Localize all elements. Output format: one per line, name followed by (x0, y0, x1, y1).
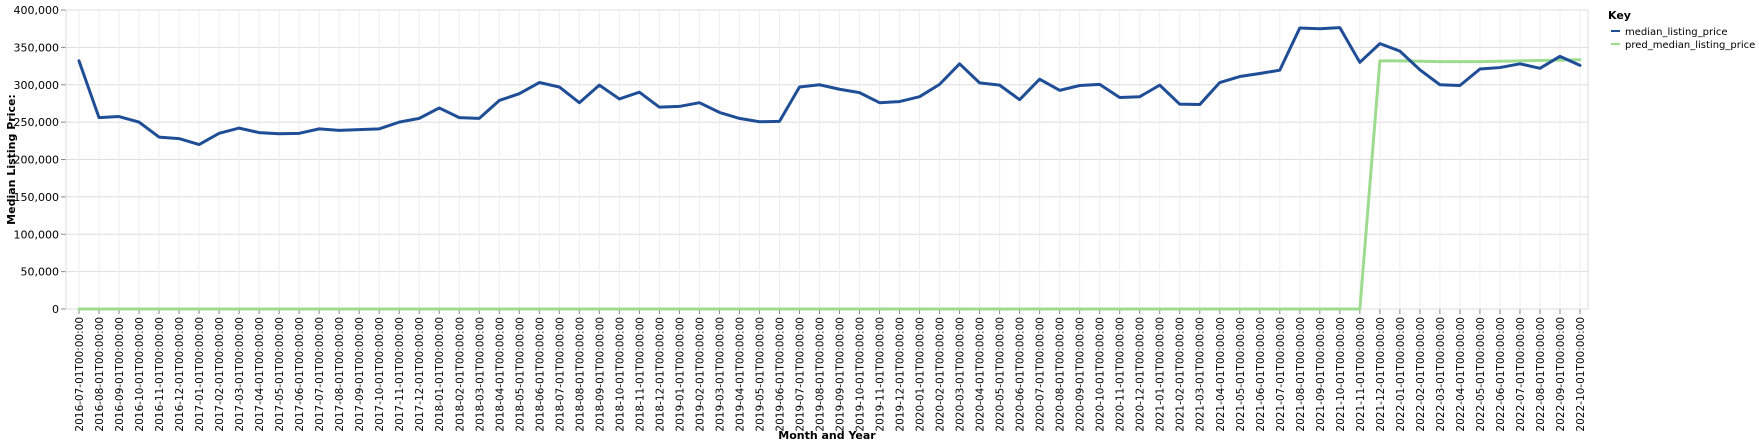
x-tick-label: 2018-04-01T00:00:00 (494, 317, 506, 432)
x-tick-label: 2017-11-01T00:00:00 (394, 317, 406, 432)
x-tick-label: 2018-12-01T00:00:00 (654, 317, 666, 432)
x-tick-label: 2018-10-01T00:00:00 (614, 317, 626, 432)
x-tick-label: 2018-02-01T00:00:00 (454, 317, 466, 432)
x-tick-label: 2017-10-01T00:00:00 (374, 317, 386, 432)
x-tick-label: 2019-11-01T00:00:00 (875, 317, 887, 432)
x-tick-label: 2022-01-01T00:00:00 (1395, 317, 1407, 432)
x-tick-label: 2018-06-01T00:00:00 (534, 317, 546, 432)
x-tick-label: 2018-01-01T00:00:00 (434, 317, 446, 432)
x-tick-label: 2020-02-01T00:00:00 (935, 317, 947, 432)
x-tick-label: 2019-05-01T00:00:00 (754, 317, 766, 432)
x-tick-label: 2020-05-01T00:00:00 (995, 317, 1007, 432)
x-tick-label: 2022-06-01T00:00:00 (1495, 317, 1507, 432)
x-axis: 2016-07-01T00:00:00 2016-08-01T00:00:00 20… (66, 308, 1588, 432)
x-tick-label: 2016-12-01T00:00:00 (174, 317, 186, 432)
x-tick-label: 2021-05-01T00:00:00 (1235, 317, 1247, 432)
x-tick-label: 2016-10-01T00:00:00 (134, 317, 146, 432)
series-lines (77, 26, 1582, 311)
x-tick-label: 2020-11-01T00:00:00 (1115, 317, 1127, 432)
x-tick-label: 2017-05-01T00:00:00 (274, 317, 286, 432)
x-tick-label: 2020-06-01T00:00:00 (1015, 317, 1027, 432)
x-tick-label: 2016-09-01T00:00:00 (114, 317, 126, 432)
x-tick-label: 2021-08-01T00:00:00 (1295, 317, 1307, 432)
x-tick-label: 2019-01-01T00:00:00 (674, 317, 686, 432)
x-tick-label: 2022-05-01T00:00:00 (1475, 317, 1487, 432)
x-tick-label: 2020-12-01T00:00:00 (1135, 317, 1147, 432)
x-tick-label: 2019-12-01T00:00:00 (895, 317, 907, 432)
x-tick-label: 2018-07-01T00:00:00 (554, 317, 566, 432)
x-tick-label: 2017-03-01T00:00:00 (234, 317, 246, 432)
y-axis: 0 50,000 100,000 150,000 200,000 250,000 300,0… (14, 4, 67, 316)
y-axis-title: Median Listing Price: (5, 94, 18, 225)
gridlines (66, 9, 1588, 310)
x-tick-label: 2017-04-01T00:00:00 (254, 317, 266, 432)
x-tick-label: 2021-04-01T00:00:00 (1215, 317, 1227, 432)
y-tick-label: 400,000 (14, 4, 60, 17)
y-tick-label: 100,000 (14, 228, 60, 241)
x-tick-label: 2017-09-01T00:00:00 (354, 317, 366, 432)
x-tick-label: 2016-08-01T00:00:00 (94, 317, 106, 432)
x-tick-label: 2021-11-01T00:00:00 (1355, 317, 1367, 432)
x-tick-label: 2016-07-01T00:00:00 (74, 317, 86, 432)
x-tick-label: 2021-02-01T00:00:00 (1175, 317, 1187, 432)
x-tick-label: 2018-05-01T00:00:00 (514, 317, 526, 432)
x-tick-label: 2022-09-01T00:00:00 (1555, 317, 1567, 432)
x-tick-label: 2022-04-01T00:00:00 (1455, 317, 1467, 432)
y-tick-label: 50,000 (21, 266, 60, 279)
x-axis-title: Month and Year (778, 429, 876, 442)
x-tick-label: 2019-09-01T00:00:00 (835, 317, 847, 432)
x-tick-label: 2018-11-01T00:00:00 (634, 317, 646, 432)
y-tick-label: 350,000 (14, 41, 60, 54)
x-tick-label: 2022-08-01T00:00:00 (1535, 317, 1547, 432)
x-tick-label: 2019-06-01T00:00:00 (774, 317, 786, 432)
y-tick-label: 150,000 (14, 191, 60, 204)
x-tick-label: 2022-07-01T00:00:00 (1515, 317, 1527, 432)
legend-title: Key (1608, 9, 1631, 22)
x-tick-label: 2021-03-01T00:00:00 (1195, 317, 1207, 432)
x-tick-label: 2021-10-01T00:00:00 (1335, 317, 1347, 432)
x-tick-label: 2021-06-01T00:00:00 (1255, 317, 1267, 432)
x-tick-label: 2020-03-01T00:00:00 (955, 317, 967, 432)
legend: Key median_listing_price pred_median_list… (1608, 9, 1755, 51)
y-tick-label: 0 (52, 303, 59, 316)
x-tick-label: 2021-09-01T00:00:00 (1315, 317, 1327, 432)
y-tick-label: 300,000 (14, 79, 60, 92)
x-tick-label: 2021-12-01T00:00:00 (1375, 317, 1387, 432)
series-line-pred-median-listing-price (77, 58, 1582, 311)
series-line-median-listing-price (77, 26, 1582, 147)
legend-label: pred_median_listing_price (1625, 40, 1755, 51)
x-tick-label: 2020-09-01T00:00:00 (1075, 317, 1087, 432)
x-tick-label: 2019-07-01T00:00:00 (794, 317, 806, 432)
x-tick-label: 2017-12-01T00:00:00 (414, 317, 426, 432)
x-tick-label: 2020-08-01T00:00:00 (1055, 317, 1067, 432)
x-tick-label: 2021-07-01T00:00:00 (1275, 317, 1287, 432)
x-tick-label: 2022-10-01T00:00:00 (1575, 317, 1587, 432)
x-tick-label: 2020-01-01T00:00:00 (915, 317, 927, 432)
legend-label: median_listing_price (1625, 27, 1728, 38)
x-tick-label: 2018-09-01T00:00:00 (594, 317, 606, 432)
x-tick-label: 2017-06-01T00:00:00 (294, 317, 306, 432)
x-tick-label: 2017-08-01T00:00:00 (334, 317, 346, 432)
y-tick-label: 200,000 (14, 154, 60, 167)
x-tick-label: 2020-04-01T00:00:00 (975, 317, 987, 432)
x-tick-label: 2016-11-01T00:00:00 (154, 317, 166, 432)
x-tick-label: 2019-03-01T00:00:00 (714, 317, 726, 432)
x-tick-label: 2018-08-01T00:00:00 (574, 317, 586, 432)
y-tick-label: 250,000 (14, 116, 60, 129)
x-tick-label: 2018-03-01T00:00:00 (474, 317, 486, 432)
x-tick-label: 2017-01-01T00:00:00 (194, 317, 206, 432)
x-tick-label: 2020-10-01T00:00:00 (1095, 317, 1107, 432)
x-tick-label: 2017-07-01T00:00:00 (314, 317, 326, 432)
x-tick-label: 2019-08-01T00:00:00 (814, 317, 826, 432)
x-tick-label: 2020-07-01T00:00:00 (1035, 317, 1047, 432)
x-tick-label: 2022-02-01T00:00:00 (1415, 317, 1427, 432)
x-tick-label: 2017-02-01T00:00:00 (214, 317, 226, 432)
x-tick-label: 2021-01-01T00:00:00 (1155, 317, 1167, 432)
x-tick-label: 2019-04-01T00:00:00 (734, 317, 746, 432)
x-tick-label: 2019-02-01T00:00:00 (694, 317, 706, 432)
x-tick-label: 2022-03-01T00:00:00 (1435, 317, 1447, 432)
x-tick-label: 2019-10-01T00:00:00 (855, 317, 867, 432)
